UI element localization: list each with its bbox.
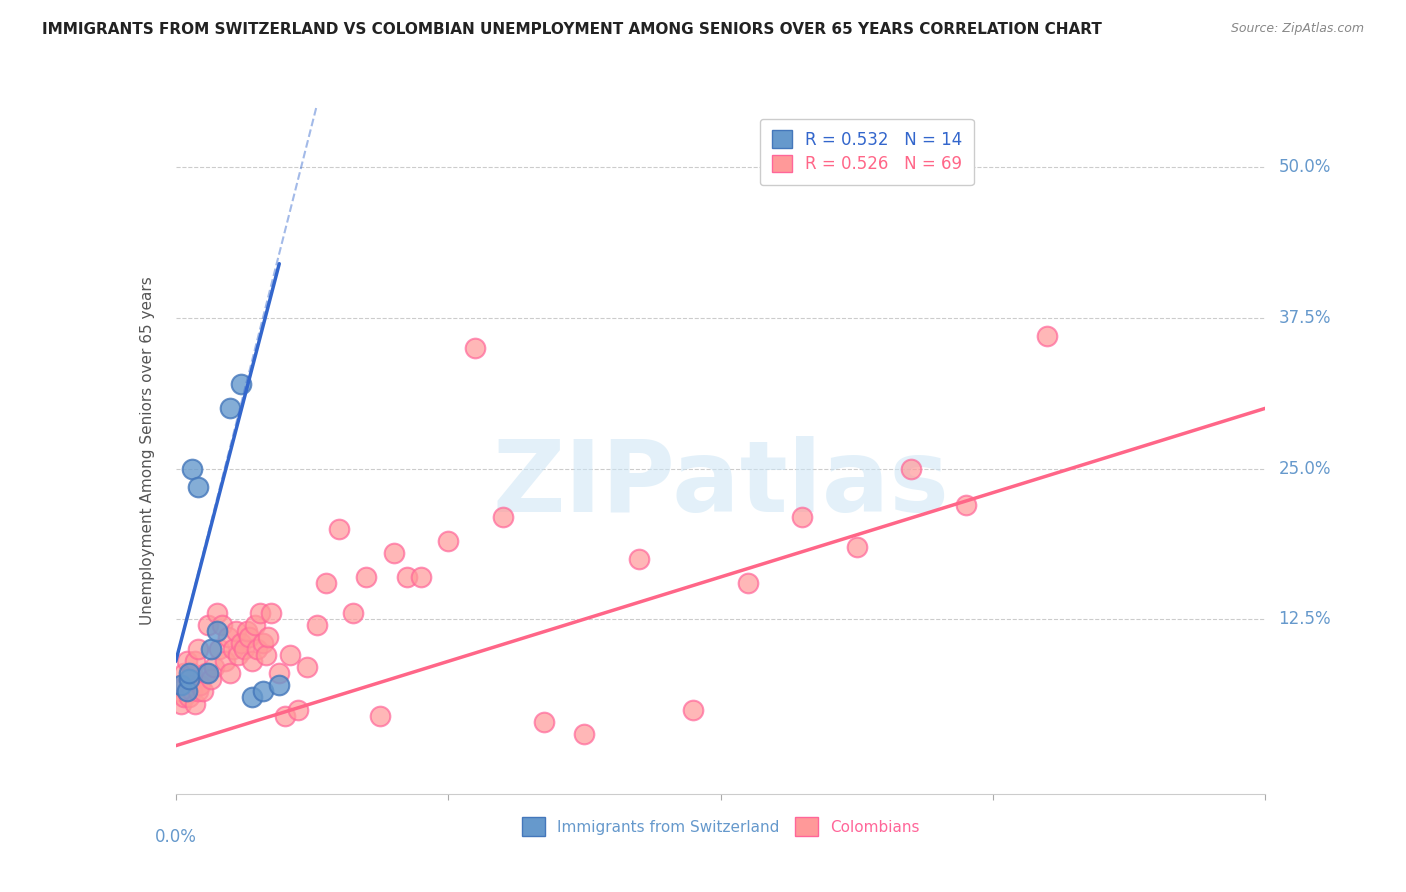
Point [173, 666, 195, 681]
Point [181, 684, 204, 698]
Point [205, 624, 228, 639]
Point [409, 570, 432, 584]
Point [900, 461, 922, 475]
Point [437, 533, 460, 548]
Point [184, 697, 207, 711]
Point [249, 606, 271, 620]
Point [287, 702, 309, 716]
Point [356, 570, 378, 584]
Point [231, 377, 253, 392]
Point [188, 678, 211, 692]
Point [627, 552, 650, 566]
Point [240, 654, 263, 668]
Legend: Immigrants from Switzerland, Colombians: Immigrants from Switzerland, Colombians [509, 805, 932, 848]
Point [197, 618, 219, 632]
Point [191, 684, 214, 698]
Point [173, 690, 195, 705]
Text: 25.0%: 25.0% [1278, 459, 1331, 477]
Point [274, 708, 297, 723]
Point [176, 684, 198, 698]
Point [181, 461, 204, 475]
Point [252, 636, 274, 650]
Point [197, 666, 219, 681]
Point [246, 642, 269, 657]
Point [396, 570, 419, 584]
Point [176, 684, 198, 698]
Text: IMMIGRANTS FROM SWITZERLAND VS COLOMBIAN UNEMPLOYMENT AMONG SENIORS OVER 65 YEAR: IMMIGRANTS FROM SWITZERLAND VS COLOMBIAN… [42, 22, 1102, 37]
Point [260, 606, 283, 620]
Point [219, 401, 242, 416]
Point [184, 654, 207, 668]
Point [315, 576, 337, 591]
Point [792, 509, 814, 524]
Point [492, 509, 515, 524]
Point [231, 636, 253, 650]
Point [278, 648, 301, 663]
Point [238, 630, 260, 644]
Y-axis label: Unemployment Among Seniors over 65 years: Unemployment Among Seniors over 65 years [141, 277, 155, 624]
Point [208, 642, 231, 657]
Point [235, 624, 257, 639]
Point [194, 666, 217, 681]
Point [269, 666, 291, 681]
Point [682, 702, 704, 716]
Text: 37.5%: 37.5% [1278, 309, 1331, 326]
Point [219, 666, 242, 681]
Point [243, 618, 266, 632]
Point [186, 684, 209, 698]
Point [737, 576, 759, 591]
Point [464, 341, 486, 355]
Point [252, 684, 274, 698]
Point [179, 673, 201, 687]
Point [845, 540, 868, 554]
Point [222, 642, 245, 657]
Point [179, 678, 201, 692]
Text: Source: ZipAtlas.com: Source: ZipAtlas.com [1230, 22, 1364, 36]
Point [167, 684, 190, 698]
Point [533, 714, 555, 729]
Point [179, 690, 201, 705]
Point [225, 624, 247, 639]
Point [217, 630, 239, 644]
Point [186, 642, 209, 657]
Point [202, 660, 225, 674]
Point [307, 618, 329, 632]
Point [200, 642, 222, 657]
Text: 0.0%: 0.0% [155, 828, 197, 847]
Point [295, 660, 318, 674]
Point [368, 708, 391, 723]
Point [232, 642, 254, 657]
Point [1036, 329, 1059, 343]
Point [342, 606, 364, 620]
Point [170, 678, 193, 692]
Point [254, 648, 277, 663]
Point [574, 726, 596, 740]
Point [170, 678, 193, 692]
Point [200, 673, 222, 687]
Point [211, 618, 233, 632]
Point [186, 480, 209, 494]
Point [328, 522, 350, 536]
Point [228, 648, 250, 663]
Text: ZIPatlas: ZIPatlas [492, 436, 949, 533]
Point [269, 678, 291, 692]
Point [176, 654, 198, 668]
Point [955, 498, 977, 512]
Point [205, 606, 228, 620]
Text: 12.5%: 12.5% [1278, 610, 1331, 628]
Point [170, 697, 193, 711]
Point [382, 546, 405, 560]
Point [257, 630, 280, 644]
Text: 50.0%: 50.0% [1278, 158, 1331, 177]
Point [179, 666, 201, 681]
Point [214, 654, 236, 668]
Point [240, 690, 263, 705]
Point [181, 666, 204, 681]
